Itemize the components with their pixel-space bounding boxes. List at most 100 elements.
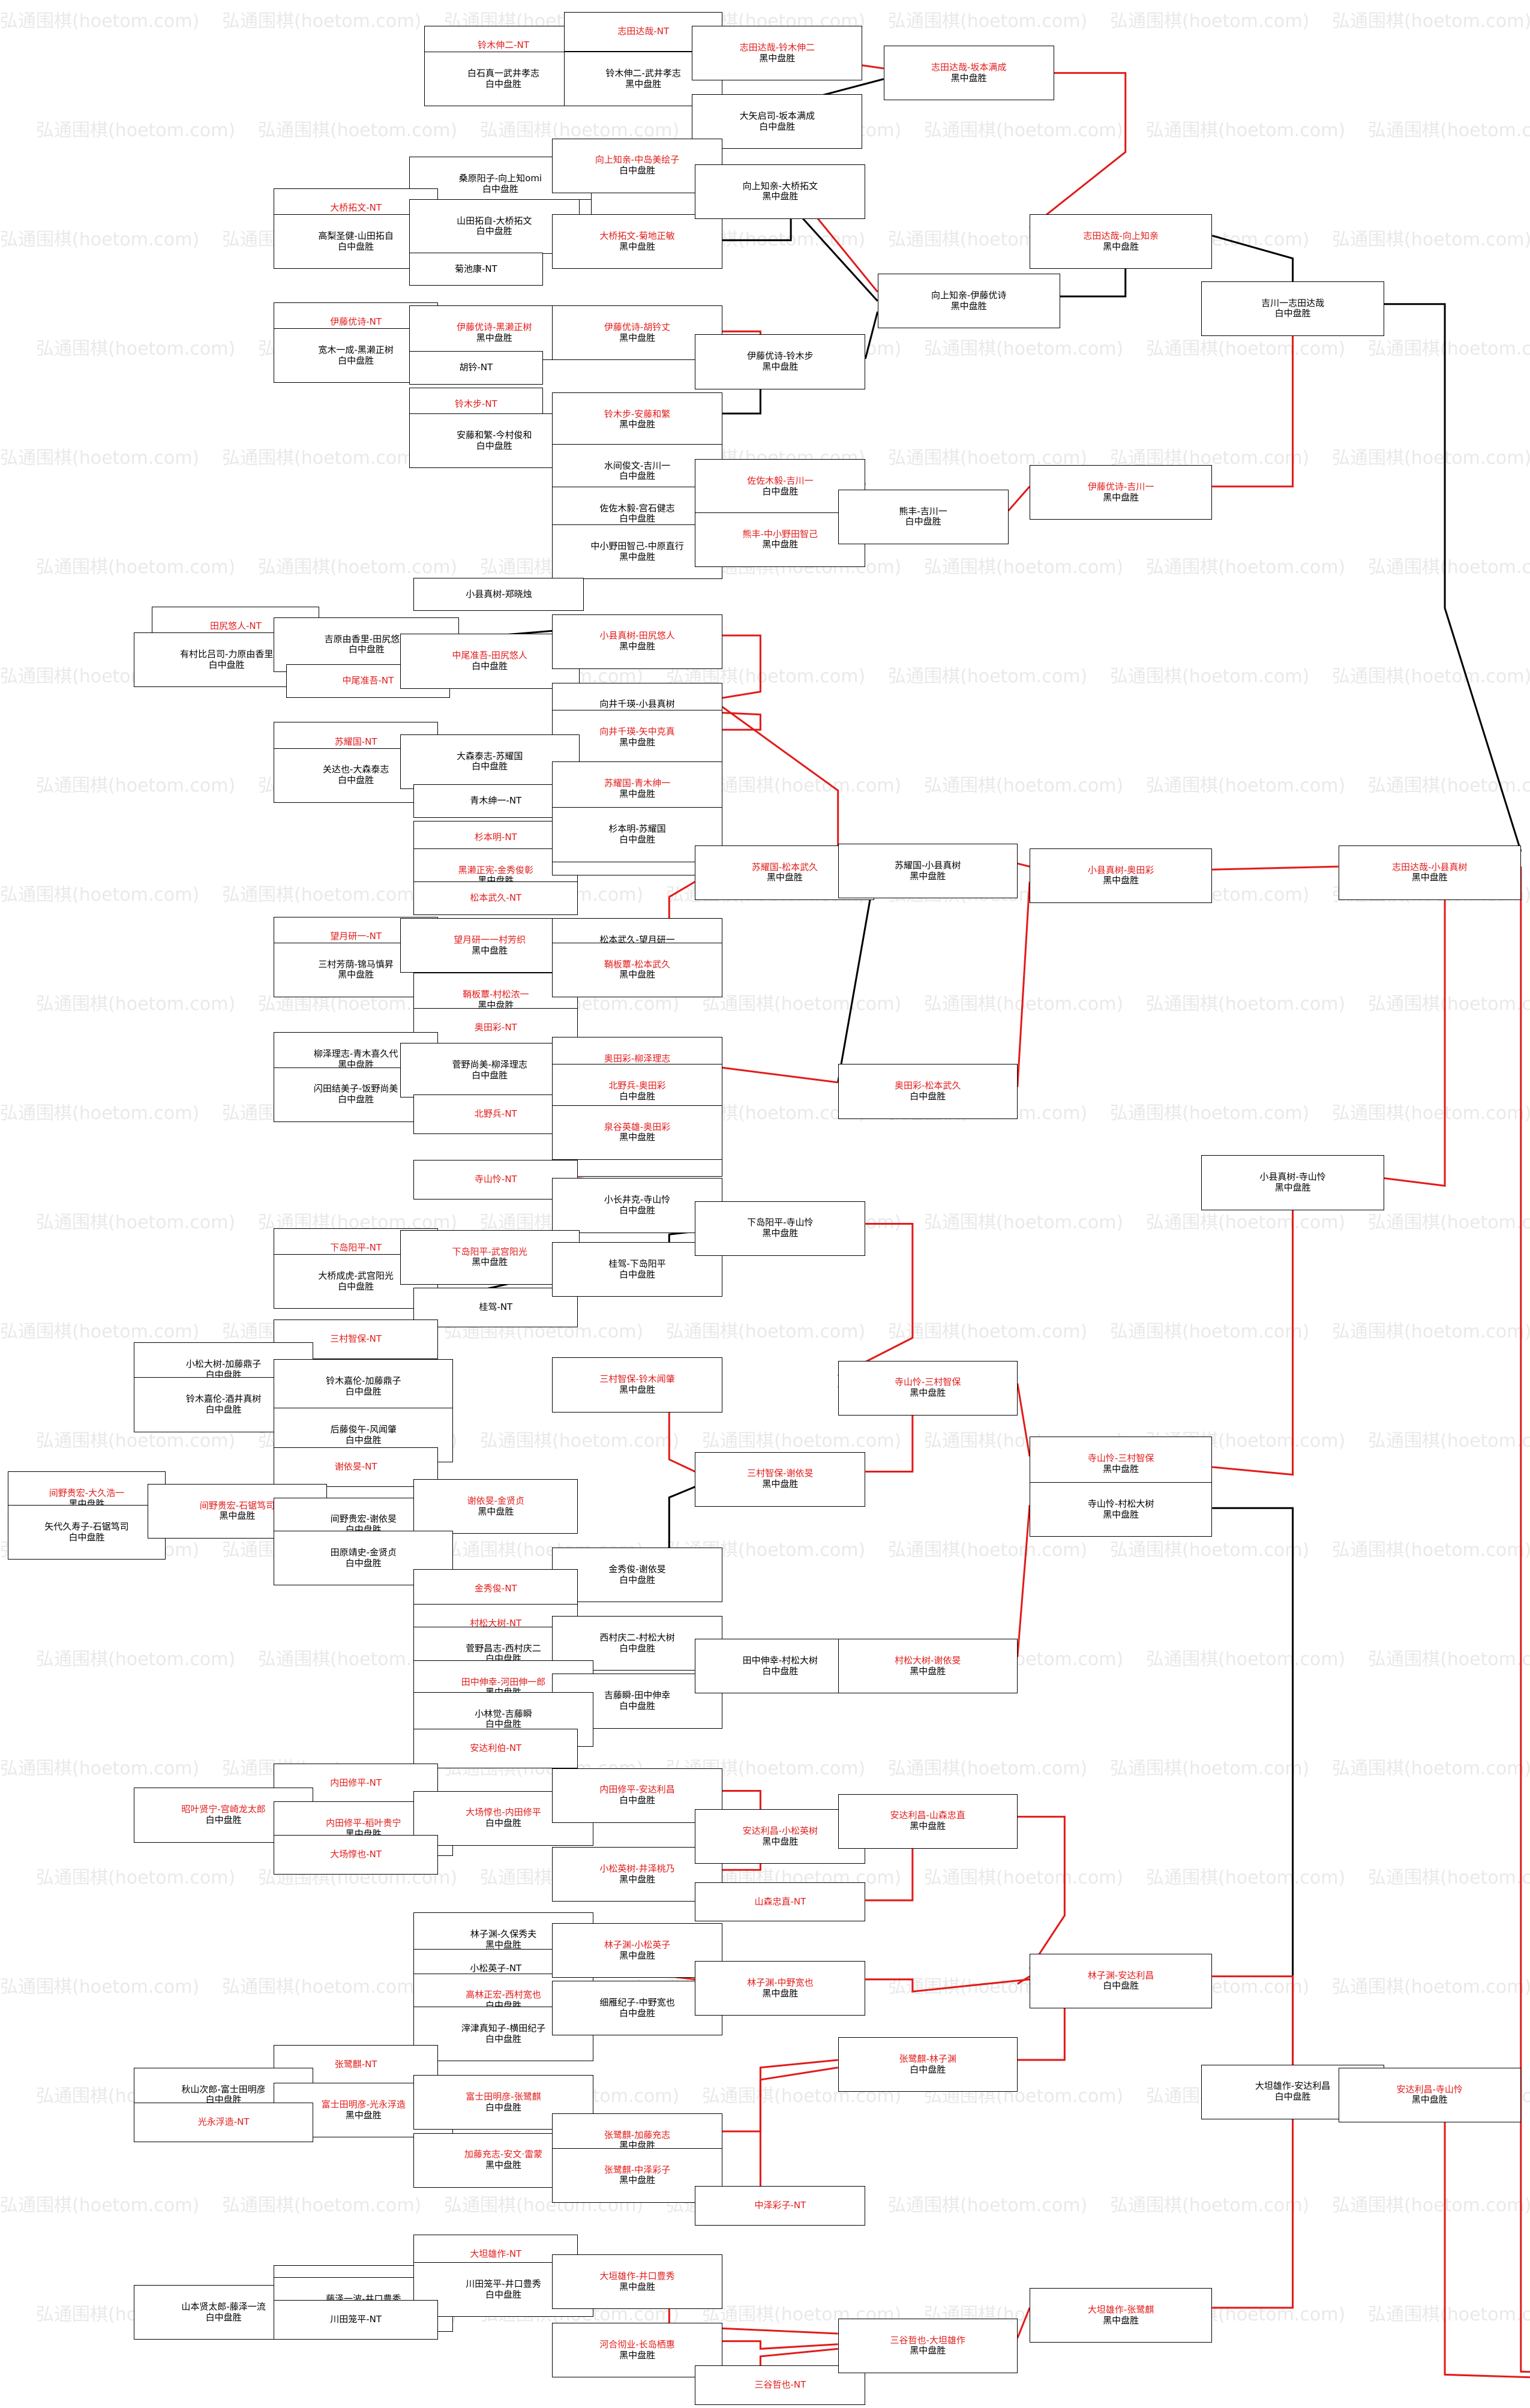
bracket-node-line1: 间野贵宏-石锯笃司 — [199, 1500, 275, 1511]
bracket-node-line1: 大坦雄作-张鹭麒 — [1087, 2304, 1154, 2315]
bracket-node-line2: 白中盘胜 — [619, 1269, 656, 1280]
bracket-node-line2: 黑中盘胜 — [619, 1873, 656, 1885]
bracket-node-line1: 大坦雄作-NT — [470, 2248, 522, 2260]
bracket-node: 寺山怜-三村智保 黑中盘胜 — [838, 1360, 1018, 1416]
bracket-node-line1: 小县真树-寺山怜 — [1259, 1171, 1326, 1183]
bracket-node-line2: 黑中盘胜 — [762, 1228, 799, 1239]
bracket-node-line1: 山田拓自-大桥拓文 — [457, 215, 532, 226]
bracket-node: 白石真一武井孝志 白中盘胜 — [424, 52, 583, 107]
bracket-node-line2: 白中盘胜 — [205, 2311, 242, 2323]
bracket-node-line2: 白中盘胜 — [338, 775, 374, 786]
bracket-node-line1: 大森泰志-苏耀国 — [456, 750, 523, 761]
bracket-node-line2: 黑中盘胜 — [1103, 1509, 1139, 1520]
bracket-node: 安达利昌-山森忠直 黑中盘胜 — [838, 1794, 1018, 1849]
bracket-node-line1: 大矢启司-坂本满成 — [739, 110, 815, 121]
bracket-node-line1: 富士田明彦-光永浮造 — [321, 2098, 406, 2110]
bracket-node-line1: 安达利昌-山森忠直 — [890, 1810, 965, 1821]
bracket-node: 吉川一志田达哉 白中盘胜 — [1201, 281, 1384, 336]
bracket-node-line1: 矢代久寿子-石锯笃司 — [44, 1521, 129, 1533]
bracket-node: 胡钤-NT — [409, 351, 543, 385]
bracket-node-line2: 白中盘胜 — [910, 1091, 946, 1102]
bracket-node-line2: 黑中盘胜 — [338, 969, 374, 980]
bracket-node-line1: 铃木步-NT — [454, 398, 497, 410]
bracket-node-line1: 伊藤优诗-黑濑正树 — [457, 322, 532, 333]
bracket-node: 菅野尚美-柳泽理志 白中盘胜 — [400, 1043, 580, 1098]
bracket-node-line2: 白中盘胜 — [338, 1094, 374, 1105]
bracket-node-line1: 志田达哉-坂本满成 — [931, 61, 1007, 73]
bracket-node-line1: 鞘板蕈-村松浓一 — [463, 989, 529, 1000]
bracket-node-line1: 柳泽理志-青木喜久代 — [313, 1048, 398, 1060]
bracket-node-line1: 铃木步-安藤和繁 — [604, 408, 671, 419]
bracket-node: 中小野田智己-中原直行 黑中盘胜 — [552, 524, 723, 580]
bracket-node-line1: 田中伸幸-村松大树 — [742, 1655, 818, 1666]
bracket-node-line2: 白中盘胜 — [619, 165, 656, 176]
bracket-node-line1: 小县真树-田尻悠人 — [599, 630, 675, 641]
bracket-node: 小县真树-郑晓烛 — [413, 577, 584, 611]
bracket-node-line1: 宽木一成-黑濑正树 — [318, 344, 394, 356]
bracket-node-line2: 黑中盘胜 — [762, 1479, 799, 1490]
bracket-node-line2: 白中盘胜 — [472, 1069, 508, 1081]
bracket-node-line1: 菅野尚美-柳泽理志 — [452, 1058, 527, 1070]
bracket-node-line1: 伊藤优诗-铃木步 — [747, 350, 814, 362]
bracket-node-line1: 细雁纪子-中野宽也 — [599, 1997, 675, 2008]
bracket-node: 寺山怜-村松大树 黑中盘胜 — [1030, 1482, 1213, 1537]
bracket-node-line1: 铃木嘉伦-加藤鼎子 — [326, 1375, 401, 1386]
bracket-node-line1: 铃木伸二-武井孝志 — [605, 68, 681, 79]
bracket-node-line1: 秋山次郎-富士田明彦 — [181, 2083, 266, 2095]
bracket-node-line2: 白中盘胜 — [338, 355, 374, 366]
bracket-node-line1: 苏耀国-青木绅一 — [604, 778, 671, 789]
bracket-node-line1: 菊池康-NT — [454, 263, 497, 274]
bracket-node-line1: 滓津真知子-横田纪子 — [461, 2023, 546, 2034]
bracket-node-line2: 黑中盘胜 — [619, 332, 656, 343]
bracket-node-line2: 黑中盘胜 — [619, 1384, 656, 1396]
bracket-node-line1: 间野贵宏-大久浩一 — [49, 1488, 125, 1499]
bracket-node-line2: 黑中盘胜 — [1274, 1182, 1311, 1193]
bracket-node-line2: 黑中盘胜 — [762, 539, 799, 550]
bracket-node-line2: 黑中盘胜 — [619, 551, 656, 562]
bracket-node: 田中伸幸-村松大树 白中盘胜 — [695, 1639, 866, 1694]
bracket-node-line2: 白中盘胜 — [619, 1205, 656, 1216]
bracket-node-line1: 杉本明-苏耀国 — [608, 823, 666, 835]
bracket-node-line1: 村松大树-NT — [470, 1617, 522, 1629]
bracket-node-line1: 大桥成虎-武宫阳光 — [318, 1270, 394, 1282]
bracket-node-line1: 有村比吕司-力原由香里 — [179, 648, 274, 659]
bracket-node-line2: 黑中盘胜 — [1103, 1463, 1139, 1474]
bracket-node-line2: 黑中盘胜 — [478, 1000, 514, 1011]
bracket-node-line2: 黑中盘胜 — [910, 1387, 946, 1399]
bracket-node-line1: 谢依旻-NT — [334, 1461, 377, 1472]
bracket-node-line2: 黑中盘胜 — [619, 788, 656, 799]
bracket-node: 苏耀国-青木绅一 黑中盘胜 — [552, 761, 723, 817]
bracket-node-line2: 黑中盘胜 — [476, 332, 512, 343]
bracket-node: 安藤和繁-今村俊和 白中盘胜 — [409, 413, 580, 469]
bracket-node-line1: 志田达哉-小县真树 — [1391, 861, 1468, 872]
bracket-node-line1: 中小野田智己-中原直行 — [590, 540, 684, 551]
bracket-node-line1: 昭叶贤宁-宫崎龙太郎 — [181, 1804, 266, 1815]
bracket-node-line1: 中尾准吾-田尻悠人 — [452, 650, 527, 661]
bracket-node: 林子渊-中野宽也 黑中盘胜 — [695, 1961, 866, 2016]
bracket-node: 松本武久-NT — [413, 881, 578, 916]
bracket-node-line1: 伊藤优诗-NT — [330, 316, 382, 328]
bracket-node: 安达利昌-寺山怜 黑中盘胜 — [1338, 2067, 1521, 2122]
bracket-node-line2: 白中盘胜 — [619, 2007, 656, 2019]
bracket-node-line1: 小县真树-郑晓烛 — [466, 588, 532, 599]
bracket-node-line1: 向上知亲-大桥拓文 — [742, 180, 818, 191]
bracket-node: 伊藤优诗-胡钤丈 黑中盘胜 — [552, 305, 723, 361]
bracket-node-line2: 白中盘胜 — [205, 1815, 242, 1826]
bracket-node-line1: 吉川一志田达哉 — [1261, 297, 1325, 308]
bracket-node: 志田达哉-坂本满成 黑中盘胜 — [883, 46, 1054, 101]
bracket-node-line1: 桂驾-NT — [479, 1301, 513, 1312]
bracket-node-line2: 黑中盘胜 — [950, 72, 987, 83]
bracket-node: 金秀俊-NT — [413, 1569, 578, 1609]
bracket-node: 寺山怜-三村智保 黑中盘胜 — [1030, 1437, 1213, 1492]
bracket-node: 中泽彩子-NT — [695, 2186, 866, 2226]
bracket-node-line2: 白中盘胜 — [619, 470, 656, 482]
bracket-node-line1: 村松大树-谢依旻 — [894, 1655, 961, 1666]
bracket-node-line1: 奥田彩-NT — [474, 1021, 517, 1033]
bracket-node-line1: 高林正宏-西村宽也 — [466, 1989, 541, 2001]
bracket-node: 向上知亲-中岛美绘子 白中盘胜 — [552, 138, 723, 193]
bracket-node-line2: 黑中盘胜 — [759, 52, 796, 64]
bracket-node: 山森忠直-NT — [695, 1882, 866, 1922]
bracket-node-line1: 菅野昌志-西村庆二 — [466, 1642, 541, 1654]
bracket-node-line1: 志田达哉-向上知亲 — [1083, 230, 1159, 242]
